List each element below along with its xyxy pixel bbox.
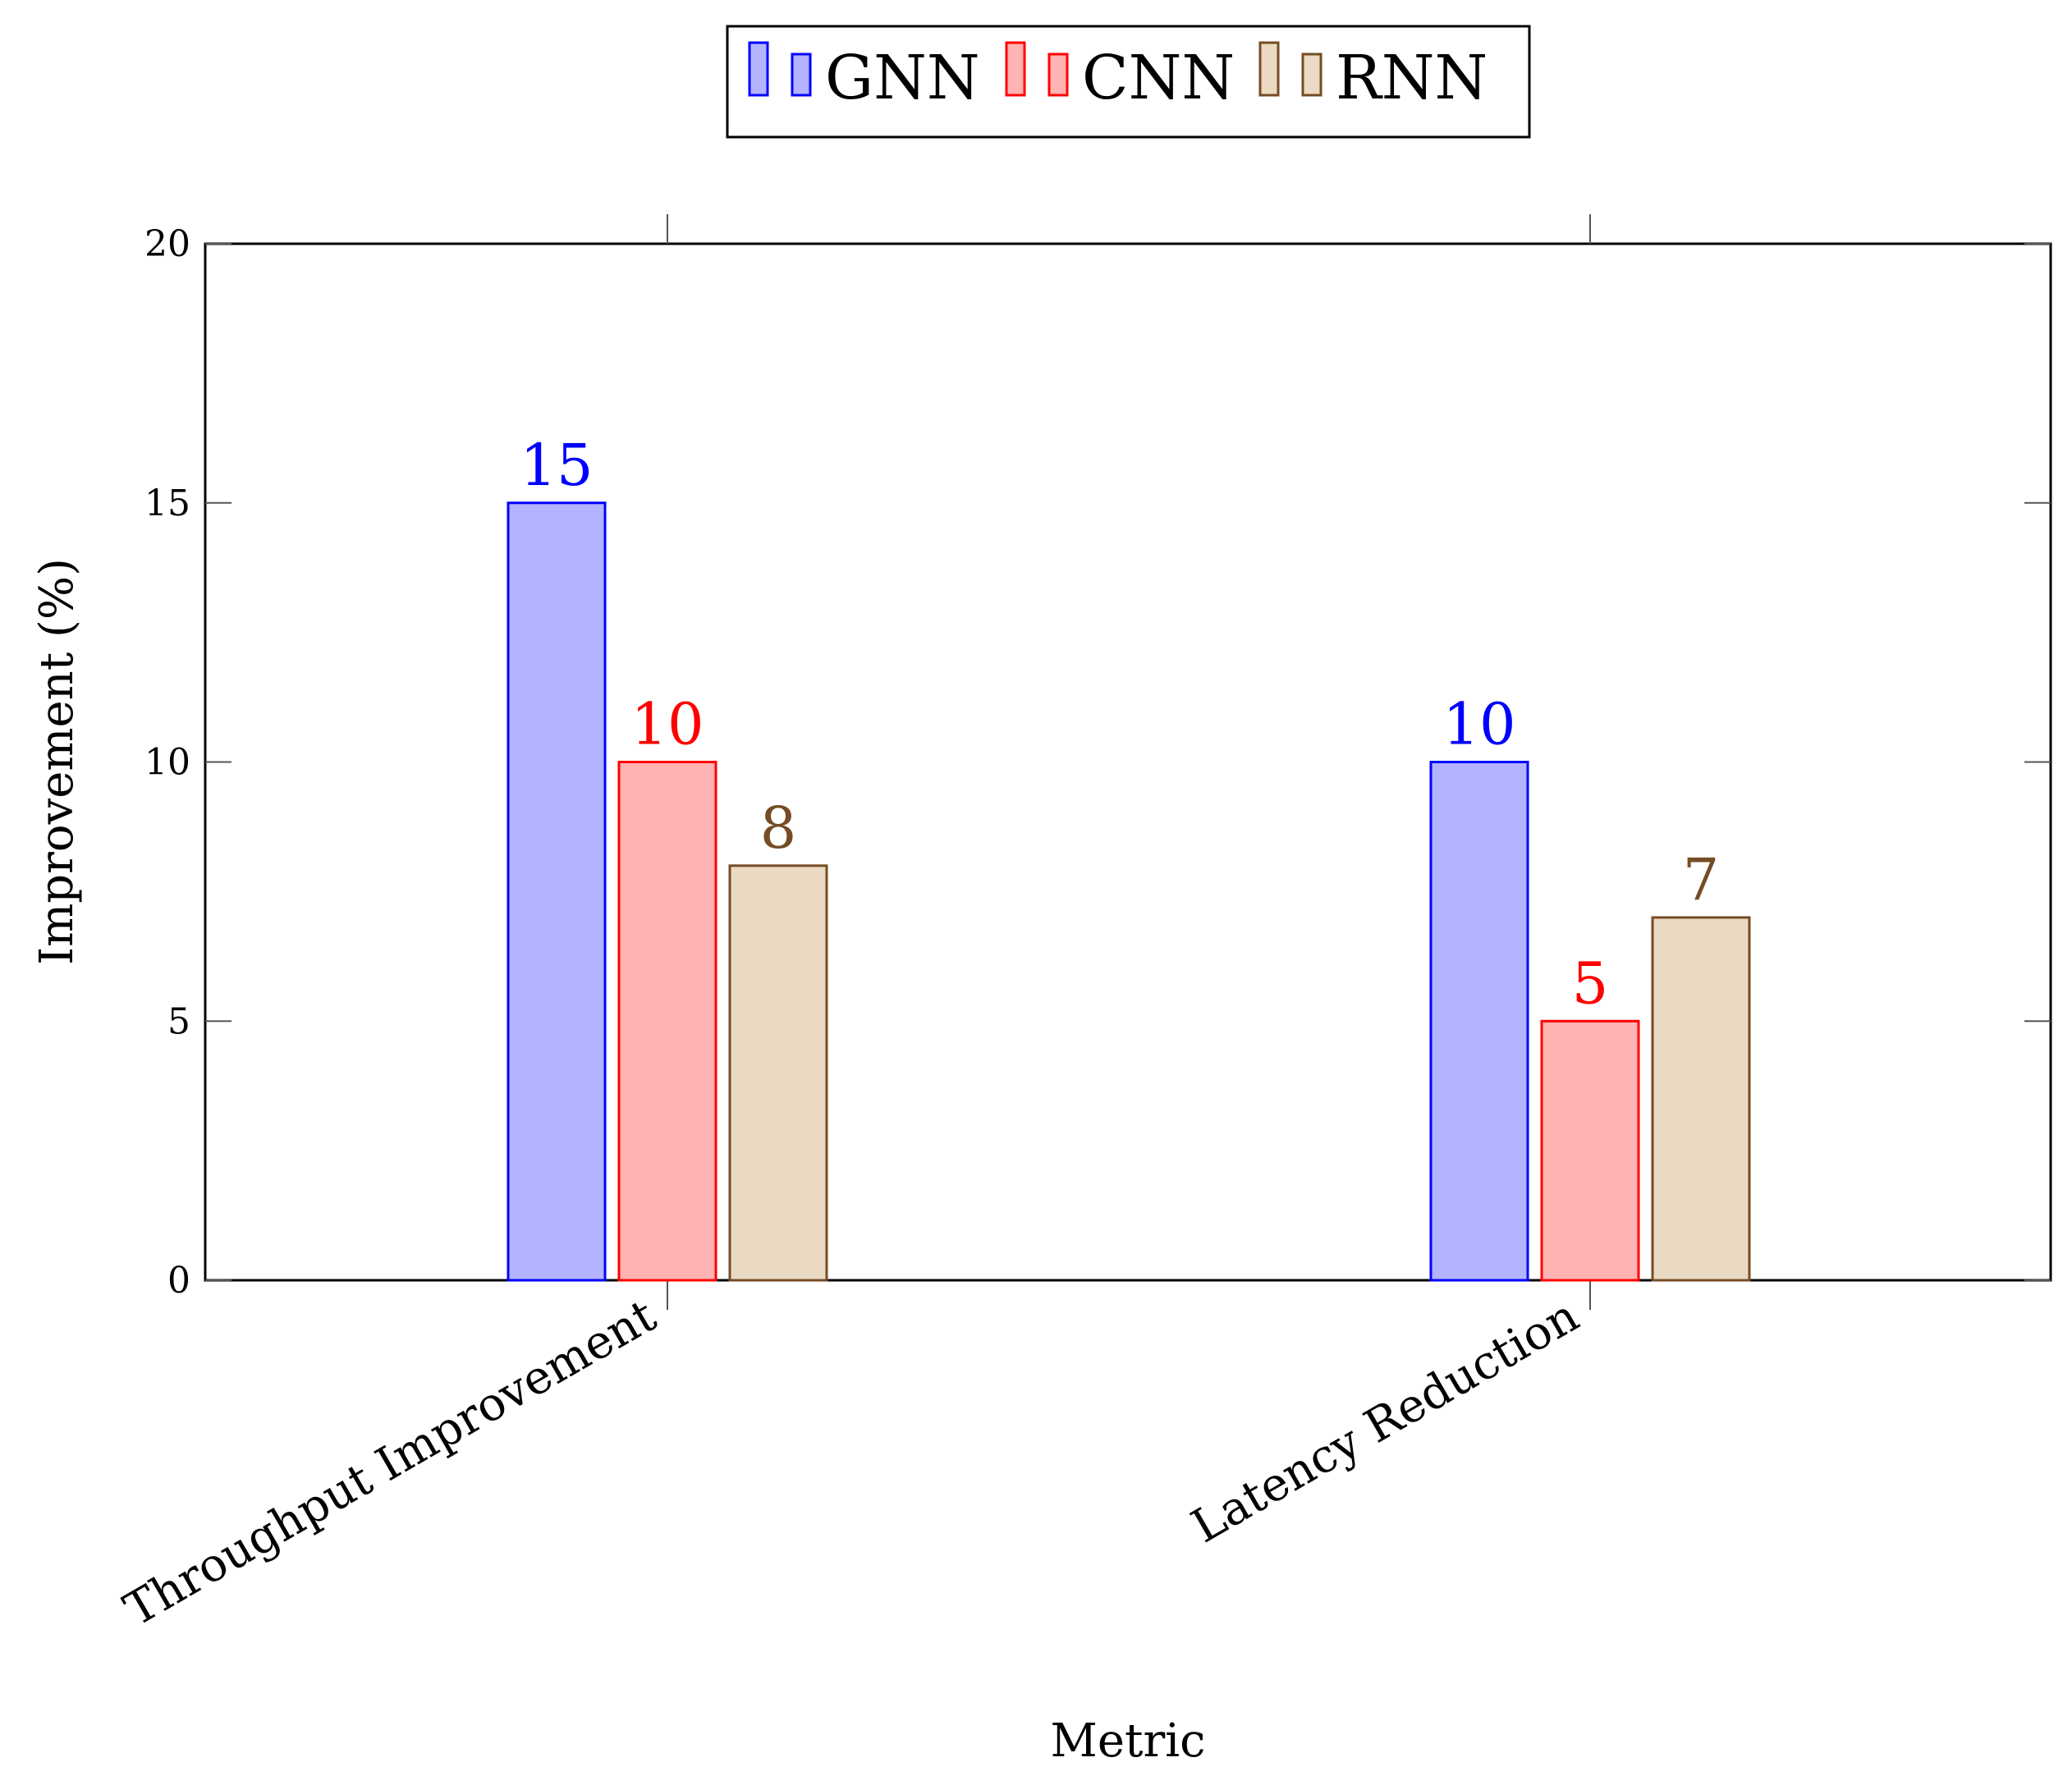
data-labels: 15 10 10 5 8 7 xyxy=(520,432,1719,1018)
legend-swatch-rnn-2 xyxy=(1301,53,1323,97)
y-tick-label: 0 xyxy=(167,1260,190,1302)
x-tick-label: Latency Reduction xyxy=(1183,1289,1588,1554)
legend: GNN CNN RNN xyxy=(726,25,1531,139)
legend-swatch-cnn-2 xyxy=(1047,53,1069,97)
bar-rnn xyxy=(1651,916,1751,1282)
bar-gnn xyxy=(507,501,607,1282)
legend-label-cnn: CNN xyxy=(1082,43,1235,113)
legend-swatch-gnn-2 xyxy=(791,53,812,97)
y-tick-label: 10 xyxy=(144,742,190,784)
legend-frame xyxy=(726,25,1531,139)
y-tick-label: 20 xyxy=(144,223,190,265)
y-tick-label: 15 xyxy=(144,483,190,524)
legend-label-rnn: RNN xyxy=(1336,43,1488,113)
bar-rnn xyxy=(728,864,828,1282)
data-label-cnn: 5 xyxy=(1572,950,1609,1017)
legend-swatch-gnn xyxy=(748,41,769,97)
legend-label-gnn: GNN xyxy=(825,43,980,113)
bar-cnn xyxy=(617,761,717,1282)
data-label-gnn: 10 xyxy=(1442,691,1515,758)
x-axis-title: Metric xyxy=(1050,1714,1205,1768)
data-label-rnn: 7 xyxy=(1683,846,1720,913)
data-label-cnn: 10 xyxy=(630,691,704,758)
bar-gnn xyxy=(1429,761,1529,1282)
axis-ticks: 0 5 10 15 20 Throughput Improvement Latency Re… xyxy=(116,214,2051,1637)
bars xyxy=(507,501,1751,1282)
data-label-rnn: 8 xyxy=(760,794,797,862)
y-axis-title: Improvement (%) xyxy=(30,558,84,965)
y-tick-label: 5 xyxy=(167,1000,190,1042)
legend-swatch-rnn xyxy=(1258,41,1280,97)
plot-frame xyxy=(204,242,2052,1282)
x-tick-label: Throughput Improvement xyxy=(116,1289,666,1637)
data-label-gnn: 15 xyxy=(520,432,593,499)
legend-swatch-cnn xyxy=(1005,41,1026,97)
bar-cnn xyxy=(1540,1019,1640,1282)
